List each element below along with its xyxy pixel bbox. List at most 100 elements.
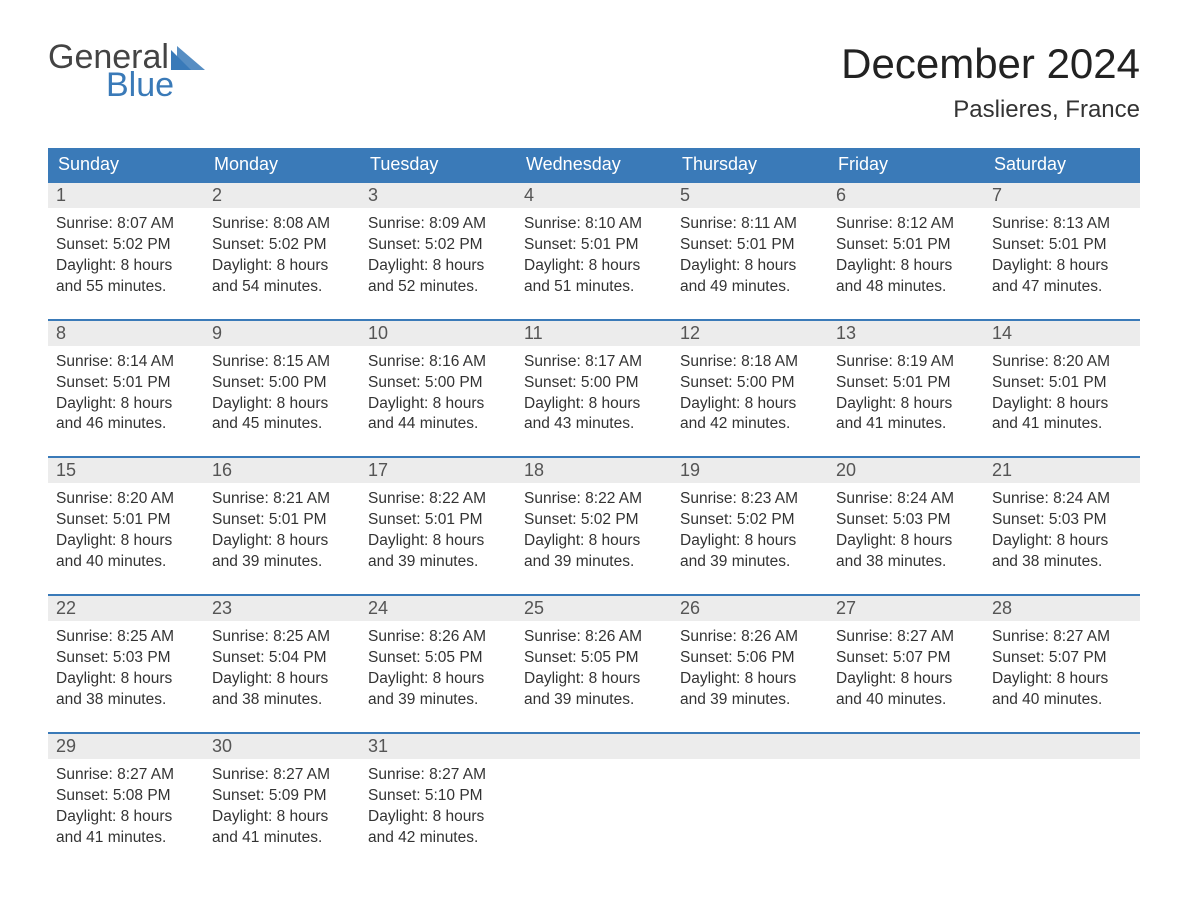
day-detail: Sunrise: 8:22 AMSunset: 5:02 PMDaylight:… bbox=[516, 483, 672, 577]
week-daynum-row: 1234567 bbox=[48, 182, 1140, 208]
day-detail: Sunrise: 8:26 AMSunset: 5:06 PMDaylight:… bbox=[672, 621, 828, 715]
sunset-line: Sunset: 5:09 PM bbox=[212, 786, 352, 807]
daylight-line: Daylight: 8 hours and 39 minutes. bbox=[212, 531, 352, 573]
day-detail: Sunrise: 8:23 AMSunset: 5:02 PMDaylight:… bbox=[672, 483, 828, 577]
sunrise-line: Sunrise: 8:22 AM bbox=[524, 489, 664, 510]
title-block: December 2024 Paslieres, France bbox=[841, 40, 1140, 124]
sunset-line: Sunset: 5:06 PM bbox=[680, 648, 820, 669]
sunset-line: Sunset: 5:02 PM bbox=[524, 510, 664, 531]
sunrise-line: Sunrise: 8:25 AM bbox=[212, 627, 352, 648]
sunset-line: Sunset: 5:01 PM bbox=[992, 373, 1132, 394]
sunset-line: Sunset: 5:05 PM bbox=[368, 648, 508, 669]
day-detail: Sunrise: 8:25 AMSunset: 5:03 PMDaylight:… bbox=[48, 621, 204, 715]
daylight-line: Daylight: 8 hours and 38 minutes. bbox=[212, 669, 352, 711]
daylight-line: Daylight: 8 hours and 45 minutes. bbox=[212, 394, 352, 436]
day-detail: Sunrise: 8:24 AMSunset: 5:03 PMDaylight:… bbox=[828, 483, 984, 577]
day-detail: Sunrise: 8:13 AMSunset: 5:01 PMDaylight:… bbox=[984, 208, 1140, 302]
sunrise-line: Sunrise: 8:11 AM bbox=[680, 214, 820, 235]
sunrise-line: Sunrise: 8:24 AM bbox=[836, 489, 976, 510]
sunrise-line: Sunrise: 8:23 AM bbox=[680, 489, 820, 510]
sunset-line: Sunset: 5:00 PM bbox=[680, 373, 820, 394]
sunrise-line: Sunrise: 8:14 AM bbox=[56, 352, 196, 373]
sunset-line: Sunset: 5:00 PM bbox=[368, 373, 508, 394]
sunset-line: Sunset: 5:07 PM bbox=[992, 648, 1132, 669]
day-number: 27 bbox=[828, 595, 984, 621]
sunrise-line: Sunrise: 8:09 AM bbox=[368, 214, 508, 235]
day-detail: Sunrise: 8:27 AMSunset: 5:07 PMDaylight:… bbox=[984, 621, 1140, 715]
sunrise-line: Sunrise: 8:26 AM bbox=[368, 627, 508, 648]
week-daynum-row: 891011121314 bbox=[48, 320, 1140, 346]
day-number: 15 bbox=[48, 457, 204, 483]
day-number bbox=[984, 733, 1140, 759]
day-number: 19 bbox=[672, 457, 828, 483]
sunrise-line: Sunrise: 8:15 AM bbox=[212, 352, 352, 373]
daylight-line: Daylight: 8 hours and 48 minutes. bbox=[836, 256, 976, 298]
sunset-line: Sunset: 5:02 PM bbox=[56, 235, 196, 256]
day-detail: Sunrise: 8:18 AMSunset: 5:00 PMDaylight:… bbox=[672, 346, 828, 440]
daylight-line: Daylight: 8 hours and 41 minutes. bbox=[992, 394, 1132, 436]
sunset-line: Sunset: 5:01 PM bbox=[836, 373, 976, 394]
sunset-line: Sunset: 5:01 PM bbox=[680, 235, 820, 256]
sunrise-line: Sunrise: 8:27 AM bbox=[368, 765, 508, 786]
sunrise-line: Sunrise: 8:27 AM bbox=[212, 765, 352, 786]
day-detail: Sunrise: 8:16 AMSunset: 5:00 PMDaylight:… bbox=[360, 346, 516, 440]
daylight-line: Daylight: 8 hours and 46 minutes. bbox=[56, 394, 196, 436]
location: Paslieres, France bbox=[841, 96, 1140, 124]
week-detail-row: Sunrise: 8:20 AMSunset: 5:01 PMDaylight:… bbox=[48, 483, 1140, 577]
day-number: 9 bbox=[204, 320, 360, 346]
day-number: 20 bbox=[828, 457, 984, 483]
day-number: 17 bbox=[360, 457, 516, 483]
day-detail: Sunrise: 8:26 AMSunset: 5:05 PMDaylight:… bbox=[360, 621, 516, 715]
day-detail: Sunrise: 8:20 AMSunset: 5:01 PMDaylight:… bbox=[48, 483, 204, 577]
sunrise-line: Sunrise: 8:25 AM bbox=[56, 627, 196, 648]
day-detail: Sunrise: 8:17 AMSunset: 5:00 PMDaylight:… bbox=[516, 346, 672, 440]
sunset-line: Sunset: 5:02 PM bbox=[368, 235, 508, 256]
sunrise-line: Sunrise: 8:16 AM bbox=[368, 352, 508, 373]
day-detail: Sunrise: 8:19 AMSunset: 5:01 PMDaylight:… bbox=[828, 346, 984, 440]
day-number: 31 bbox=[360, 733, 516, 759]
week-daynum-row: 15161718192021 bbox=[48, 457, 1140, 483]
day-detail: Sunrise: 8:10 AMSunset: 5:01 PMDaylight:… bbox=[516, 208, 672, 302]
day-detail: Sunrise: 8:12 AMSunset: 5:01 PMDaylight:… bbox=[828, 208, 984, 302]
sunset-line: Sunset: 5:01 PM bbox=[56, 510, 196, 531]
daylight-line: Daylight: 8 hours and 42 minutes. bbox=[368, 807, 508, 849]
daylight-line: Daylight: 8 hours and 38 minutes. bbox=[836, 531, 976, 573]
sunset-line: Sunset: 5:01 PM bbox=[212, 510, 352, 531]
daylight-line: Daylight: 8 hours and 47 minutes. bbox=[992, 256, 1132, 298]
day-number: 23 bbox=[204, 595, 360, 621]
sunrise-line: Sunrise: 8:22 AM bbox=[368, 489, 508, 510]
daylight-line: Daylight: 8 hours and 55 minutes. bbox=[56, 256, 196, 298]
day-number: 14 bbox=[984, 320, 1140, 346]
sunrise-line: Sunrise: 8:18 AM bbox=[680, 352, 820, 373]
sunrise-line: Sunrise: 8:13 AM bbox=[992, 214, 1132, 235]
sunrise-line: Sunrise: 8:26 AM bbox=[680, 627, 820, 648]
day-detail: Sunrise: 8:25 AMSunset: 5:04 PMDaylight:… bbox=[204, 621, 360, 715]
day-number bbox=[516, 733, 672, 759]
day-header: Friday bbox=[828, 148, 984, 182]
sunset-line: Sunset: 5:08 PM bbox=[56, 786, 196, 807]
day-detail: Sunrise: 8:27 AMSunset: 5:07 PMDaylight:… bbox=[828, 621, 984, 715]
day-detail: Sunrise: 8:08 AMSunset: 5:02 PMDaylight:… bbox=[204, 208, 360, 302]
day-detail: Sunrise: 8:24 AMSunset: 5:03 PMDaylight:… bbox=[984, 483, 1140, 577]
day-number: 28 bbox=[984, 595, 1140, 621]
sunset-line: Sunset: 5:01 PM bbox=[368, 510, 508, 531]
day-detail: Sunrise: 8:14 AMSunset: 5:01 PMDaylight:… bbox=[48, 346, 204, 440]
sunrise-line: Sunrise: 8:17 AM bbox=[524, 352, 664, 373]
daylight-line: Daylight: 8 hours and 38 minutes. bbox=[56, 669, 196, 711]
sunset-line: Sunset: 5:03 PM bbox=[56, 648, 196, 669]
day-header: Wednesday bbox=[516, 148, 672, 182]
day-number: 8 bbox=[48, 320, 204, 346]
sunset-line: Sunset: 5:03 PM bbox=[992, 510, 1132, 531]
day-detail: Sunrise: 8:15 AMSunset: 5:00 PMDaylight:… bbox=[204, 346, 360, 440]
daylight-line: Daylight: 8 hours and 49 minutes. bbox=[680, 256, 820, 298]
day-detail: Sunrise: 8:26 AMSunset: 5:05 PMDaylight:… bbox=[516, 621, 672, 715]
day-number: 22 bbox=[48, 595, 204, 621]
day-detail: Sunrise: 8:22 AMSunset: 5:01 PMDaylight:… bbox=[360, 483, 516, 577]
day-header: Sunday bbox=[48, 148, 204, 182]
day-number: 7 bbox=[984, 182, 1140, 208]
week-daynum-row: 293031 bbox=[48, 733, 1140, 759]
daylight-line: Daylight: 8 hours and 39 minutes. bbox=[524, 531, 664, 573]
sunrise-line: Sunrise: 8:27 AM bbox=[56, 765, 196, 786]
sunset-line: Sunset: 5:00 PM bbox=[212, 373, 352, 394]
daylight-line: Daylight: 8 hours and 39 minutes. bbox=[680, 669, 820, 711]
